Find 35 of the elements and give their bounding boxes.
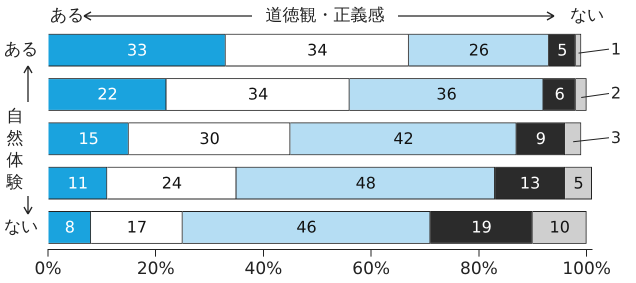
- data-label: 34: [248, 84, 268, 104]
- x-tick-label: 0%: [34, 259, 62, 280]
- x-tick-label: 100%: [562, 259, 611, 280]
- data-label: 6: [554, 84, 565, 104]
- text: ない: [570, 5, 604, 26]
- data-label: 26: [468, 40, 490, 60]
- data-label: 5: [557, 40, 568, 60]
- data-label: 1: [610, 39, 622, 58]
- data-label: 8: [64, 218, 75, 237]
- text: ある: [50, 5, 84, 26]
- x-tick-label: 80%: [460, 259, 498, 280]
- data-label: 42: [393, 128, 414, 148]
- data-label: 15: [78, 128, 99, 148]
- data-label: 3: [610, 128, 622, 147]
- data-label: 24: [162, 173, 182, 192]
- data-label: 33: [126, 40, 148, 60]
- data-label: 48: [356, 173, 376, 192]
- x-tick-label: 40%: [244, 259, 282, 280]
- x-tick-label: 60%: [352, 259, 390, 280]
- data-label: 5: [573, 173, 584, 192]
- x-axis-title: 道徳観・正義感: [266, 5, 384, 26]
- x-tick-label: 20%: [136, 259, 175, 280]
- data-label: 9: [536, 128, 546, 148]
- data-label: 19: [471, 218, 492, 237]
- data-label: 34: [307, 40, 328, 60]
- y-axis-title: 自然体験: [6, 106, 24, 192]
- data-label: 36: [436, 84, 457, 104]
- data-label: 11: [68, 173, 88, 192]
- data-label: 2: [610, 84, 622, 103]
- data-label: 22: [97, 84, 118, 104]
- data-label: 30: [199, 128, 220, 148]
- data-label: 13: [520, 173, 540, 192]
- data-label: 10: [550, 218, 570, 237]
- data-label: 17: [126, 218, 148, 237]
- data-label: 46: [296, 218, 317, 237]
